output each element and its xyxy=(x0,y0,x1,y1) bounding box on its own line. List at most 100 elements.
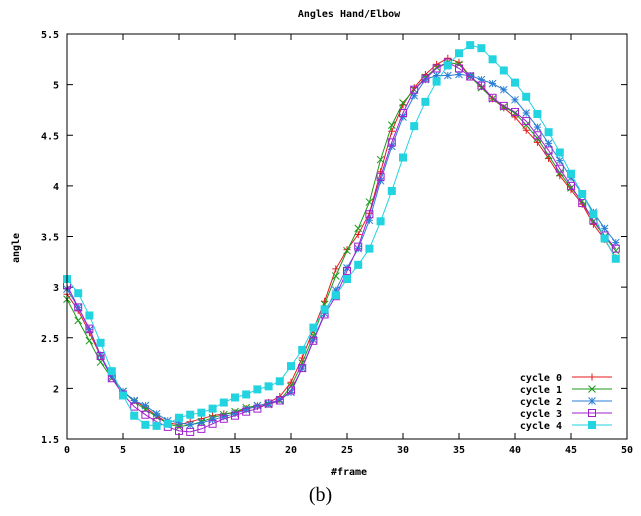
data-point xyxy=(254,386,261,393)
x-tick-label: 5 xyxy=(120,445,126,456)
x-tick-label: 40 xyxy=(509,445,521,456)
data-point xyxy=(534,124,541,131)
data-point xyxy=(232,394,239,401)
y-tick-label: 3.5 xyxy=(41,233,59,244)
y-tick-label: 1.5 xyxy=(41,435,59,446)
data-point xyxy=(467,42,474,49)
data-point xyxy=(444,55,451,62)
data-point xyxy=(355,261,362,268)
legend-label: cycle 0 xyxy=(520,373,562,384)
data-point xyxy=(512,96,519,103)
data-point xyxy=(153,410,160,417)
data-point xyxy=(411,123,418,130)
data-point xyxy=(556,149,563,156)
data-point xyxy=(75,317,82,324)
y-tick-label: 5 xyxy=(53,81,59,92)
data-point xyxy=(131,412,138,419)
data-point xyxy=(444,62,451,69)
data-point xyxy=(377,218,384,225)
data-point xyxy=(108,368,115,375)
data-point xyxy=(523,93,530,100)
data-point xyxy=(579,190,586,197)
y-tick-label: 3 xyxy=(53,283,59,294)
data-point xyxy=(299,346,306,353)
data-point xyxy=(568,170,575,177)
legend-label: cycle 4 xyxy=(520,421,562,432)
data-point xyxy=(86,337,93,344)
data-point xyxy=(153,422,160,429)
data-point xyxy=(534,110,541,117)
data-point xyxy=(478,45,485,52)
data-point xyxy=(366,245,373,252)
x-axis-label: #frame xyxy=(331,467,367,478)
data-point xyxy=(288,363,295,370)
y-tick-label: 2 xyxy=(53,384,59,395)
data-point xyxy=(321,306,328,313)
y-tick-label: 4.5 xyxy=(41,131,59,142)
data-point xyxy=(142,421,149,428)
legend-marker xyxy=(589,422,596,429)
data-point xyxy=(355,225,362,232)
legend-marker xyxy=(589,398,596,405)
data-point xyxy=(422,98,429,105)
data-point xyxy=(444,72,451,79)
data-point xyxy=(456,50,463,57)
x-tick-label: 10 xyxy=(173,445,185,456)
data-point xyxy=(164,420,171,427)
data-point xyxy=(97,339,104,346)
data-point xyxy=(500,67,507,74)
data-point xyxy=(590,211,597,218)
series-line xyxy=(67,45,616,426)
data-point xyxy=(545,129,552,136)
y-tick-label: 5.5 xyxy=(41,30,59,41)
data-point xyxy=(355,231,362,238)
legend: cycle 0cycle 1cycle 2cycle 3cycle 4 xyxy=(520,373,612,432)
data-point xyxy=(500,86,507,93)
y-axis-label: angle xyxy=(11,233,22,263)
x-tick-label: 20 xyxy=(285,445,297,456)
data-point xyxy=(209,405,216,412)
x-tick-label: 15 xyxy=(229,445,241,456)
data-point xyxy=(523,109,530,116)
data-point xyxy=(198,409,205,416)
legend-label: cycle 1 xyxy=(520,385,562,396)
data-point xyxy=(86,312,93,319)
legend-marker xyxy=(589,374,596,381)
data-point xyxy=(601,235,608,242)
data-point xyxy=(265,383,272,390)
data-point xyxy=(512,79,519,86)
legend-label: cycle 2 xyxy=(520,397,562,408)
data-point xyxy=(220,399,227,406)
data-point xyxy=(433,78,440,85)
data-point xyxy=(276,378,283,385)
y-tick-label: 4 xyxy=(53,182,59,193)
data-point xyxy=(489,56,496,63)
series-cycle-4 xyxy=(64,42,620,430)
data-point xyxy=(388,187,395,194)
data-point xyxy=(120,392,127,399)
data-point xyxy=(489,80,496,87)
data-point xyxy=(310,324,317,331)
data-point xyxy=(344,276,351,283)
data-point xyxy=(377,156,384,163)
data-point xyxy=(187,421,194,428)
line-chart: Angles Hand/Elbow angle #frame 0 5 10 15 20 2… xyxy=(0,0,641,480)
data-point xyxy=(332,292,339,299)
data-point xyxy=(601,225,608,232)
data-point xyxy=(243,391,250,398)
legend-label: cycle 3 xyxy=(520,409,562,420)
x-tick-label: 0 xyxy=(64,445,70,456)
data-point xyxy=(75,290,82,297)
chart-title: Angles Hand/Elbow xyxy=(298,9,401,20)
x-tick-label: 35 xyxy=(453,445,465,456)
data-point xyxy=(545,140,552,147)
data-point xyxy=(176,414,183,421)
x-tick-label: 25 xyxy=(341,445,353,456)
x-tick-label: 30 xyxy=(397,445,409,456)
figure-caption: (b) xyxy=(0,484,641,507)
data-point xyxy=(142,402,149,409)
y-tick-label: 2.5 xyxy=(41,334,59,345)
x-tick-label: 50 xyxy=(621,445,633,456)
data-point xyxy=(612,255,619,262)
x-tick-label: 45 xyxy=(565,445,577,456)
